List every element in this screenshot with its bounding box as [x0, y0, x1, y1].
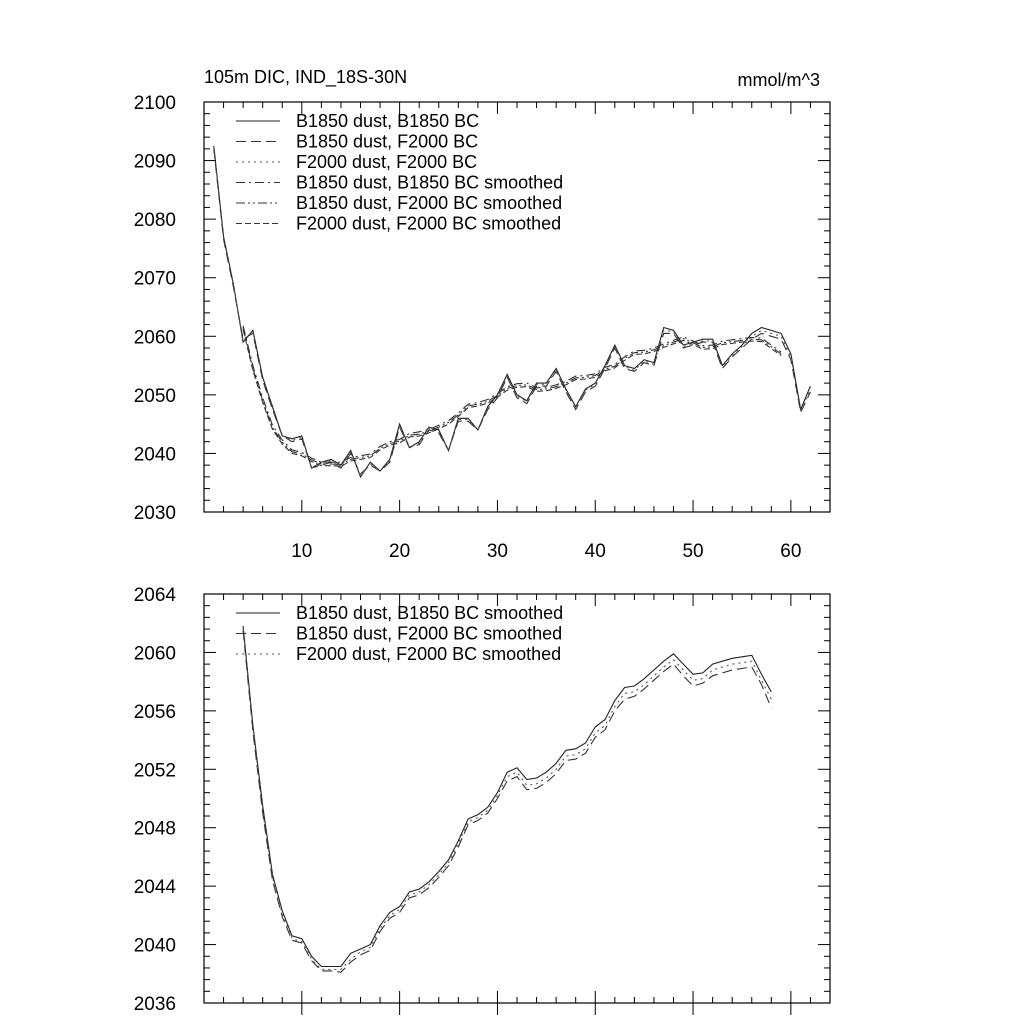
- y-tick-label: 2060: [134, 643, 176, 664]
- series-line: [242, 329, 782, 467]
- y-tick-label: 2100: [134, 93, 176, 114]
- series-line: [242, 325, 782, 463]
- series-line: [242, 629, 772, 970]
- top-panel-series-lines: [213, 145, 811, 479]
- x-tick-label: 60: [780, 541, 801, 562]
- y-tick-label: 2044: [134, 877, 177, 898]
- y-tick-label: 2090: [134, 152, 176, 173]
- x-tick-label: 10: [291, 541, 312, 562]
- y-tick-label: 2048: [134, 819, 176, 840]
- legend-label: B1850 dust, B1850 BC: [296, 111, 479, 131]
- y-tick-label: 2036: [134, 994, 176, 1015]
- legend-label: B1850 dust, F2000 BC smoothed: [296, 193, 562, 213]
- y-tick-label: 2064: [134, 585, 177, 606]
- y-tick-label: 2050: [134, 386, 176, 407]
- legend-label: B1850 dust, F2000 BC smoothed: [296, 624, 562, 644]
- y-tick-label: 2052: [134, 760, 176, 781]
- legend-label: F2000 dust, F2000 BC smoothed: [296, 214, 561, 234]
- x-tick-label: 40: [585, 541, 606, 562]
- units-label: mmol/m^3: [738, 70, 820, 90]
- series-line: [242, 630, 772, 973]
- y-tick-label: 2056: [134, 702, 176, 723]
- y-tick-label: 2080: [134, 210, 176, 231]
- series-line: [213, 147, 811, 477]
- y-tick-label: 2040: [134, 444, 176, 465]
- x-tick-label: 50: [682, 541, 703, 562]
- y-tick-label: 2030: [134, 503, 176, 524]
- legend-label: B1850 dust, B1850 BC smoothed: [296, 173, 563, 193]
- x-tick-label: 20: [389, 541, 410, 562]
- top-panel: 105m DIC, IND_18S-30N mmol/m^3 10 20 30 40 5…: [134, 67, 831, 562]
- bottom-panel-axes: 2036 2040 2044 2048 2052 2056 2060 2064: [134, 585, 831, 1015]
- top-panel-axes: 10 20 30 40 50 602030204020502060207020802090…: [134, 93, 831, 562]
- legend-label: F2000 dust, F2000 BC: [296, 152, 477, 172]
- x-tick-label: 30: [487, 541, 508, 562]
- series-line: [242, 626, 772, 968]
- series-line: [242, 327, 782, 466]
- chart-title: 105m DIC, IND_18S-30N: [204, 67, 407, 88]
- y-tick-label: 2060: [134, 327, 176, 348]
- y-tick-label: 2070: [134, 269, 176, 290]
- legend-label: F2000 dust, F2000 BC smoothed: [296, 644, 561, 664]
- legend-label: B1850 dust, F2000 BC: [296, 132, 478, 152]
- bottom-panel-series-lines: [242, 626, 772, 973]
- legend-label: B1850 dust, B1850 BC smoothed: [296, 603, 563, 623]
- y-tick-label: 2040: [134, 936, 176, 957]
- bottom-panel: 2036 2040 2044 2048 2052 2056 2060 2064 B1850 d…: [134, 585, 831, 1015]
